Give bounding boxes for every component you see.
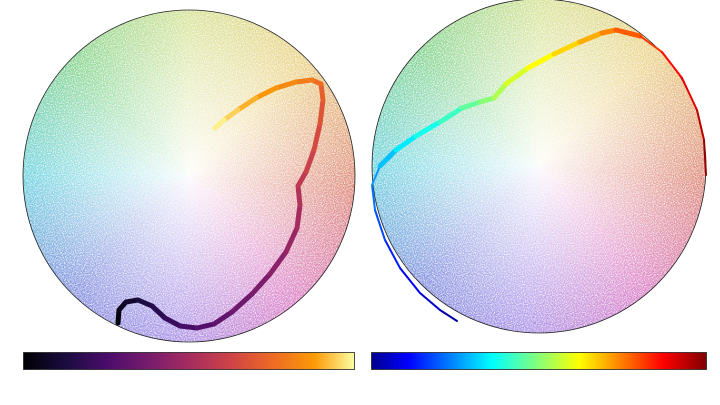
- path-segment: [295, 169, 309, 189]
- path-segment: [437, 105, 465, 125]
- path-segment: [503, 65, 531, 87]
- path-segment: [525, 51, 557, 71]
- path-segment: [295, 183, 303, 208]
- path-segment: [377, 147, 399, 169]
- path-segment: [212, 117, 227, 131]
- path-segment: [393, 133, 419, 153]
- colorbar: [23, 352, 355, 370]
- path-segment: [267, 249, 289, 277]
- path-segment: [318, 81, 326, 103]
- path-segment: [459, 99, 483, 111]
- path-segment: [273, 79, 299, 91]
- path-segment: [419, 292, 441, 311]
- path-segment: [491, 81, 509, 101]
- path-segment: [221, 107, 241, 123]
- path-segment: [439, 309, 458, 322]
- disk-outline: [22, 9, 356, 343]
- path-segment: [194, 321, 217, 331]
- path-segment: [303, 147, 317, 175]
- disk-speckle: [23, 10, 355, 342]
- path-segment: [661, 51, 683, 79]
- colormap-path: [371, 27, 707, 322]
- path-segment: [374, 209, 386, 241]
- path-segment: [253, 85, 279, 101]
- path-segment: [384, 239, 401, 269]
- path-segment: [177, 323, 200, 331]
- path-segment: [413, 119, 443, 139]
- path-segment: [211, 309, 235, 327]
- path-segment: [235, 95, 259, 113]
- path-segment: [249, 271, 273, 297]
- path-segment: [283, 225, 300, 255]
- path-segment: [229, 291, 255, 315]
- path-segment: [371, 165, 381, 186]
- colormap-path: [115, 77, 326, 331]
- path-segment: [293, 77, 315, 85]
- path-segment: [613, 27, 643, 39]
- path-segment: [317, 97, 326, 127]
- disk-speckle: [372, 0, 706, 333]
- path-segment: [311, 121, 323, 153]
- path-segment: [551, 39, 583, 57]
- path-segment: [135, 297, 155, 309]
- path-segment: [577, 30, 605, 45]
- path-segment: [681, 77, 698, 111]
- path-segment: [639, 35, 663, 53]
- path-segment: [294, 202, 303, 231]
- path-segment: [371, 184, 376, 211]
- path-segment: [149, 303, 168, 321]
- path-segment: [703, 139, 707, 176]
- path-segment: [162, 315, 183, 329]
- path-segment: [696, 109, 705, 141]
- path-segment: [399, 267, 421, 294]
- colorbar: [371, 352, 707, 370]
